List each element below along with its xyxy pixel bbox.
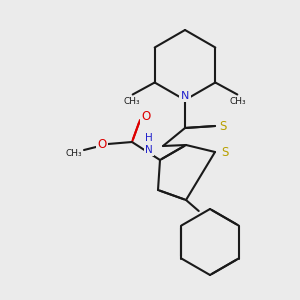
Text: S: S xyxy=(219,119,227,133)
Text: CH₃: CH₃ xyxy=(123,97,140,106)
Text: CH₃: CH₃ xyxy=(230,97,247,106)
Text: H
N: H N xyxy=(145,133,153,155)
Text: CH₃: CH₃ xyxy=(65,148,82,158)
Text: S: S xyxy=(221,146,229,158)
Text: N: N xyxy=(181,91,189,101)
Text: O: O xyxy=(98,137,106,151)
Text: O: O xyxy=(141,110,151,124)
